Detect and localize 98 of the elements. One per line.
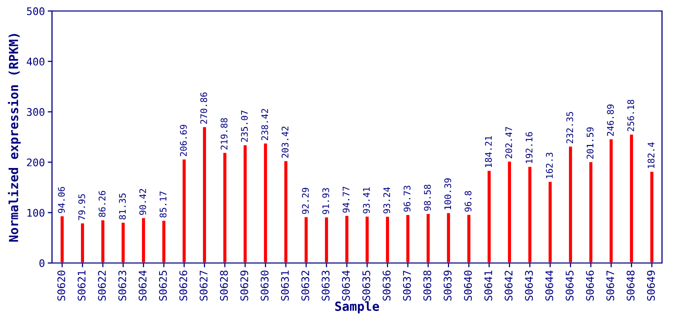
bar [140, 216, 146, 263]
x-tick-label: S0642 [504, 270, 513, 301]
x-tick-label: S0620 [57, 270, 66, 301]
data-label: 92.29 [302, 188, 309, 214]
data-label: 219.88 [220, 118, 228, 150]
x-axis-title: Sample [335, 301, 380, 314]
x-tick-label: S0632 [301, 270, 310, 301]
y-tick-label: 200 [27, 158, 44, 166]
data-label: 256.18 [627, 100, 634, 132]
data-label: 86.26 [98, 190, 106, 217]
bar [588, 160, 594, 263]
x-tick-label: S0628 [220, 270, 228, 301]
x-tick-label: S0649 [647, 270, 655, 301]
bar [282, 160, 289, 263]
y-tick-label: 400 [26, 58, 44, 66]
x-tick-label: S0638 [423, 270, 432, 301]
x-tick-label: S0629 [240, 270, 248, 301]
data-label: 203.42 [282, 126, 288, 158]
data-label: 232.35 [566, 112, 574, 144]
x-tick-label: S0636 [382, 270, 391, 301]
bar [608, 138, 614, 263]
bar [344, 214, 350, 263]
bar [59, 214, 66, 263]
y-tick-label: 0 [39, 259, 44, 268]
bar [222, 151, 228, 263]
bar [486, 169, 492, 263]
data-label: 100.39 [444, 178, 452, 210]
data-label: 184.21 [484, 136, 492, 168]
data-label: 192.16 [526, 132, 532, 164]
x-tick-label: S0633 [322, 270, 330, 301]
x-tick-label: S0634 [342, 270, 350, 301]
x-tick-label: S0621 [78, 270, 86, 301]
x-tick-label: S0635 [362, 270, 370, 301]
x-tick-label: S0626 [179, 270, 188, 301]
data-label: 91.93 [322, 188, 330, 214]
bar [364, 215, 370, 263]
bar [181, 158, 188, 263]
x-tick-label: S0643 [525, 270, 533, 301]
data-label: 235.07 [240, 110, 248, 142]
x-tick-label: S0641 [484, 270, 492, 301]
bar [466, 214, 472, 263]
data-label: 162.3 [546, 152, 553, 178]
x-tick-label: S0648 [626, 270, 635, 301]
x-tick-label: S0631 [281, 270, 289, 301]
x-tick-label: S0639 [444, 270, 452, 301]
data-label: 90.42 [139, 189, 146, 215]
data-label: 93.24 [383, 187, 390, 214]
data-label: 206.69 [180, 124, 187, 156]
x-tick-label: S0644 [545, 270, 554, 301]
bar [628, 133, 634, 263]
data-label: 270.86 [200, 92, 208, 124]
y-tick-label: 500 [26, 7, 44, 16]
x-tick-label: S0637 [403, 270, 411, 301]
y-tick-label: 300 [26, 108, 44, 116]
x-tick-label: S0645 [566, 270, 574, 301]
y-tick-label: 100 [27, 208, 44, 217]
bar [120, 221, 126, 263]
data-label: 93.41 [362, 187, 370, 214]
bar [202, 126, 208, 263]
y-axis-title: Normalized expression (RPKM) [8, 34, 21, 242]
data-label: 98.58 [424, 184, 431, 211]
bar [384, 215, 390, 263]
bar [404, 214, 411, 263]
x-tick-label: S0640 [464, 270, 472, 301]
data-label: 201.59 [586, 127, 594, 159]
bar [526, 165, 533, 263]
x-tick-label: S0647 [606, 270, 614, 301]
bar [425, 212, 432, 263]
bar [160, 219, 167, 263]
x-tick-label: S0624 [138, 270, 147, 301]
x-tick-label: S0630 [260, 270, 269, 301]
data-label: 94.06 [58, 186, 65, 214]
bar [568, 145, 574, 263]
bar [324, 216, 330, 263]
x-tick-label: S0625 [159, 270, 167, 301]
data-label: 246.89 [606, 104, 614, 136]
bar [242, 144, 248, 263]
data-label: 96.73 [404, 186, 410, 212]
data-label: 94.77 [342, 186, 350, 213]
x-tick-label: S0622 [98, 270, 106, 301]
data-label: 96.8 [464, 191, 472, 212]
data-label: 79.95 [78, 194, 86, 220]
bar [303, 216, 310, 263]
data-label: 81.35 [118, 194, 126, 220]
bar [80, 222, 86, 263]
x-tick-label: S0627 [200, 270, 208, 301]
x-tick-label: S0646 [586, 270, 594, 301]
bar [100, 218, 106, 263]
data-label: 182.4 [648, 142, 654, 168]
bar [506, 160, 512, 263]
bar [446, 212, 452, 263]
data-label: 85.17 [160, 192, 166, 218]
data-label: 238.42 [261, 108, 268, 140]
x-tick-label: S0623 [118, 270, 126, 301]
bar [547, 180, 554, 263]
bar [262, 142, 268, 263]
bar [648, 170, 655, 263]
data-label: 202.47 [505, 127, 512, 158]
